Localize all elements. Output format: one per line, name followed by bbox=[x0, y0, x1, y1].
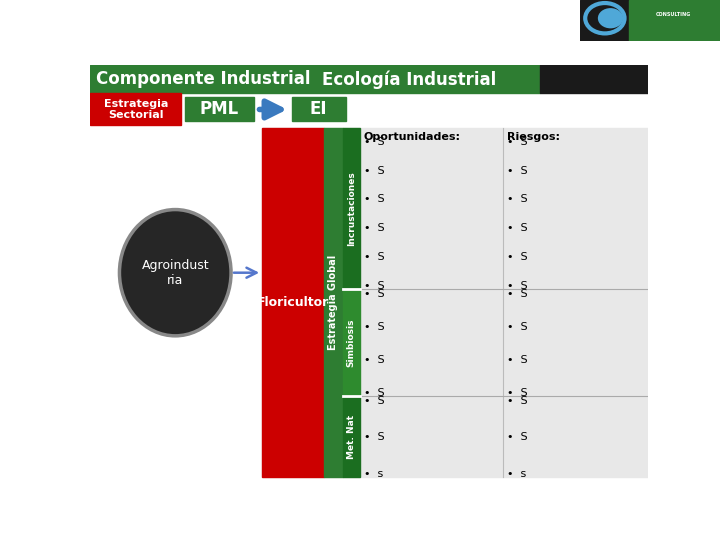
Text: CONSULTING: CONSULTING bbox=[656, 12, 691, 17]
Text: •  S: • S bbox=[507, 281, 528, 291]
Text: Incrustaciones: Incrustaciones bbox=[346, 171, 356, 246]
Text: •  S: • S bbox=[364, 281, 384, 291]
Bar bbox=[343, 289, 360, 396]
Text: Estrategia Global: Estrategia Global bbox=[328, 255, 338, 350]
Text: •  S: • S bbox=[364, 288, 384, 299]
Bar bbox=[629, 0, 720, 40]
Text: Riesgos:: Riesgos: bbox=[507, 132, 560, 142]
Text: Simbiosis: Simbiosis bbox=[346, 319, 356, 367]
Bar bbox=[580, 0, 629, 40]
Text: PML: PML bbox=[200, 100, 239, 118]
Bar bbox=[343, 396, 360, 477]
Bar bbox=[262, 128, 324, 477]
Text: •  S: • S bbox=[507, 433, 528, 442]
Text: •  S: • S bbox=[364, 194, 384, 205]
Bar bbox=[539, 65, 648, 93]
Text: •  S: • S bbox=[507, 166, 528, 176]
Text: •  S: • S bbox=[507, 288, 528, 299]
Text: •  S: • S bbox=[364, 137, 384, 147]
Bar bbox=[262, 128, 648, 477]
Text: •  S: • S bbox=[364, 322, 384, 332]
Text: •  S: • S bbox=[364, 433, 384, 442]
Text: •  S: • S bbox=[364, 388, 384, 398]
Text: •  S: • S bbox=[507, 137, 528, 147]
Ellipse shape bbox=[120, 210, 231, 336]
Text: EI: EI bbox=[310, 100, 328, 118]
Text: •  S: • S bbox=[507, 252, 528, 262]
Text: Agroindust
ria: Agroindust ria bbox=[141, 259, 209, 287]
Bar bbox=[292, 97, 346, 121]
Text: Oportunidades:: Oportunidades: bbox=[364, 132, 461, 142]
Bar bbox=[90, 65, 539, 93]
Text: •  S: • S bbox=[507, 223, 528, 233]
Text: •  S: • S bbox=[364, 166, 384, 176]
Text: •  S: • S bbox=[364, 396, 384, 406]
Bar bbox=[90, 93, 181, 125]
Bar bbox=[343, 128, 360, 289]
Text: Estrategia
Sectorial: Estrategia Sectorial bbox=[104, 99, 168, 120]
Text: •  S: • S bbox=[364, 355, 384, 365]
Bar bbox=[324, 128, 343, 477]
Text: •  S: • S bbox=[507, 194, 528, 205]
Text: Met. Nat: Met. Nat bbox=[346, 414, 356, 458]
Text: Floricultor: Floricultor bbox=[257, 296, 329, 309]
Text: •  s: • s bbox=[507, 469, 526, 478]
Text: •  S: • S bbox=[507, 322, 528, 332]
Text: •  S: • S bbox=[364, 252, 384, 262]
Text: Componente Industrial: Componente Industrial bbox=[96, 70, 311, 89]
Text: •  S: • S bbox=[507, 396, 528, 406]
Bar bbox=[184, 97, 254, 121]
Ellipse shape bbox=[598, 8, 623, 28]
Text: •  S: • S bbox=[507, 388, 528, 398]
Text: Ecología Industrial: Ecología Industrial bbox=[323, 70, 497, 89]
Text: •  S: • S bbox=[364, 223, 384, 233]
Text: •  S: • S bbox=[507, 355, 528, 365]
Text: •  s: • s bbox=[364, 469, 383, 478]
